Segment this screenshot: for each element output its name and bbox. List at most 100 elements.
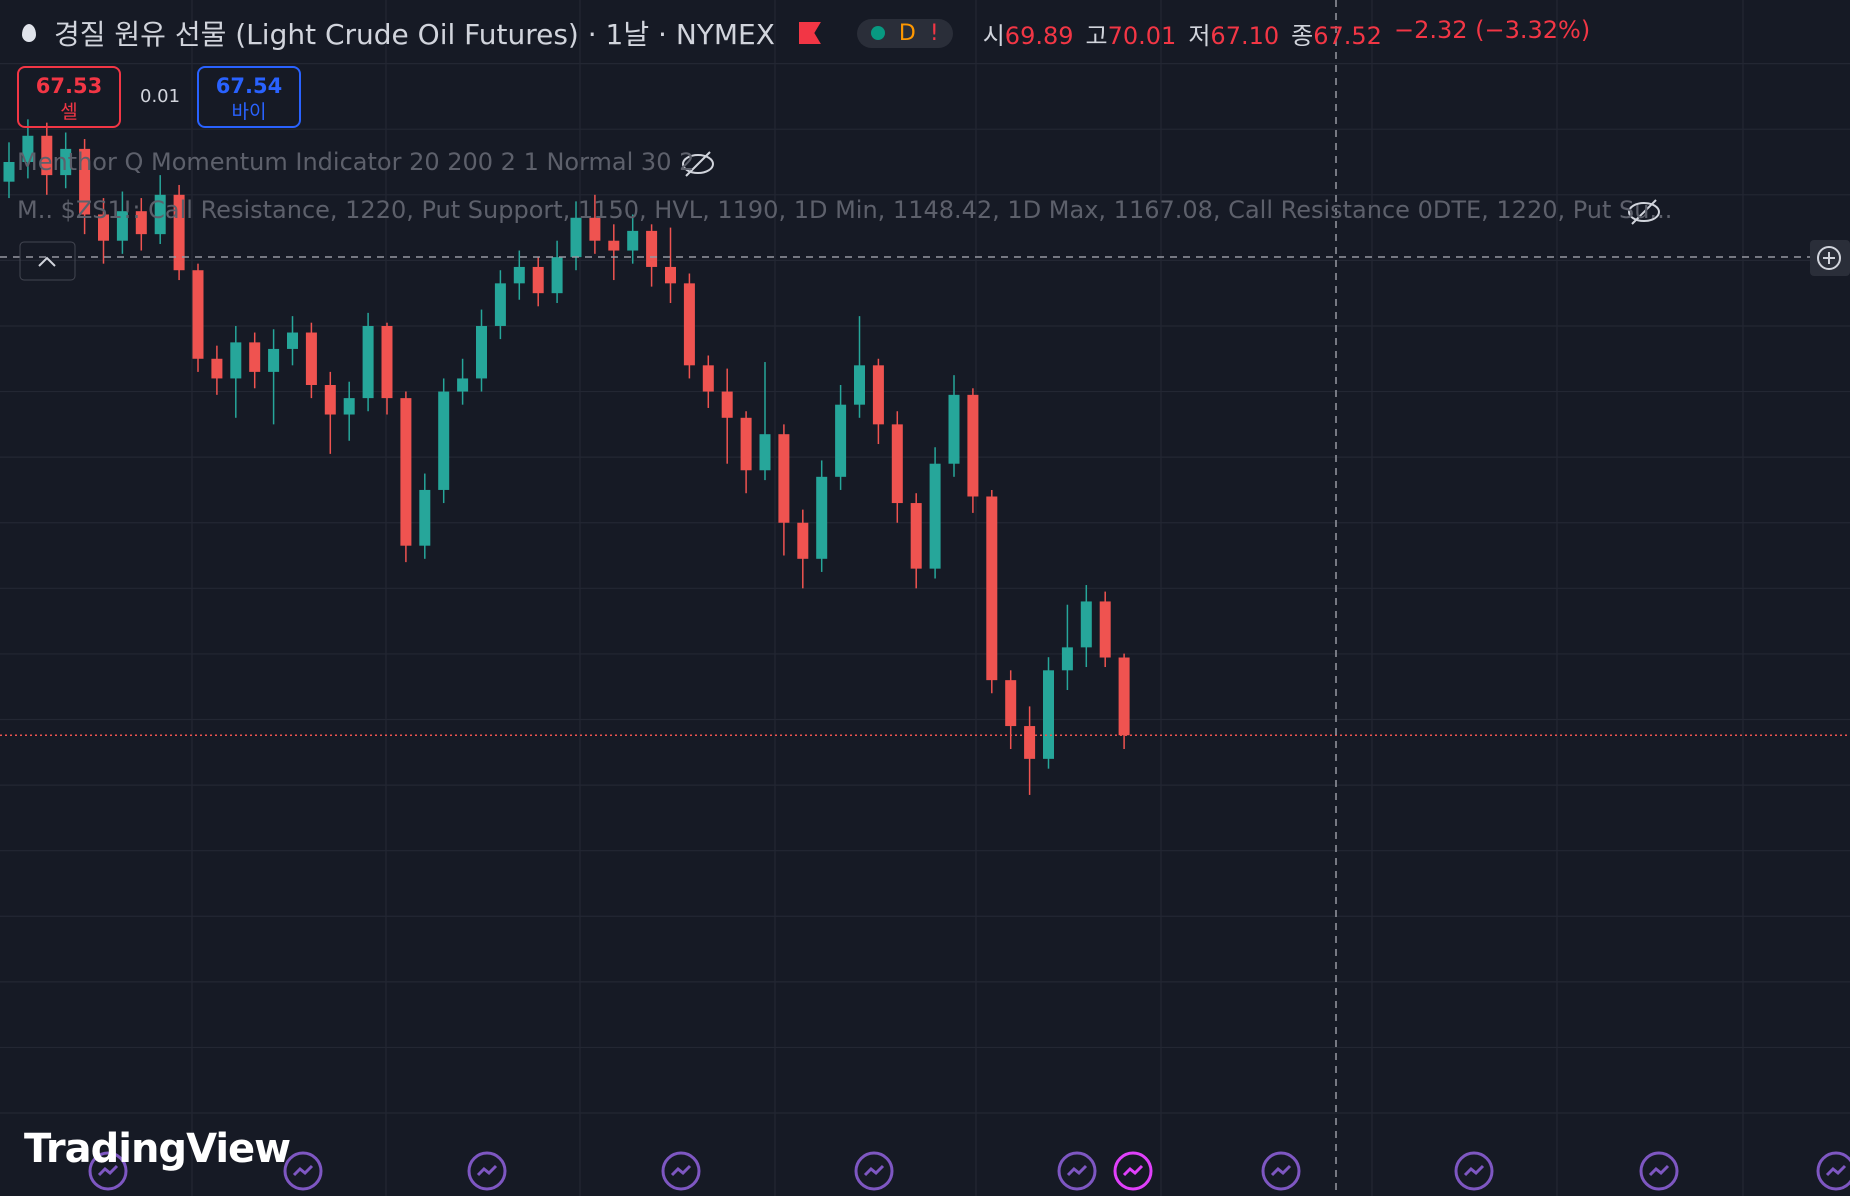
candle-body	[60, 148, 72, 176]
event-glyph	[1463, 1164, 1485, 1177]
hide-icon-slash	[1631, 199, 1657, 225]
candle-body	[532, 266, 544, 294]
candle-body	[192, 270, 204, 359]
candle-body	[948, 394, 960, 464]
event-icon[interactable]	[88, 1151, 128, 1191]
flag-icon[interactable]	[798, 22, 821, 44]
ohlc-value: 67.52	[1313, 21, 1382, 50]
hide-icon[interactable]	[682, 154, 714, 174]
change: −2.32 (−3.32%)	[1393, 15, 1591, 44]
event-glyph	[97, 1164, 119, 1177]
event-icon[interactable]	[467, 1151, 507, 1191]
candle-body	[287, 332, 298, 349]
header: 경질 원유 선물 (Light Crude Oil Futures) · 1날 …	[22, 12, 1590, 54]
hide-icon-slash	[685, 151, 711, 177]
event-glyph	[476, 1164, 498, 1177]
candle-body	[22, 135, 34, 163]
candle-body	[1024, 726, 1036, 759]
add-icon-plus	[1823, 252, 1835, 264]
ohlc: 시69.89 고70.01 저67.10 종67.52 −2.32 (−3.32…	[983, 16, 1591, 51]
candle-body	[305, 332, 317, 386]
spread: 0.01	[140, 86, 181, 107]
symbol-icon	[22, 24, 36, 42]
candle-body	[3, 162, 15, 182]
candle-body	[589, 217, 601, 241]
candle-body	[419, 489, 431, 546]
event-glyph	[1270, 1164, 1292, 1177]
ohlc-key: 저	[1188, 21, 1211, 50]
ohlc-value: 67.10	[1210, 21, 1280, 50]
candle-body	[778, 434, 790, 523]
candle-body	[211, 358, 223, 379]
candle-body	[986, 496, 998, 681]
candle-body	[362, 325, 374, 399]
event-icon[interactable]	[1113, 1151, 1153, 1191]
event-icon[interactable]	[661, 1151, 701, 1191]
event-glyph	[1066, 1164, 1088, 1177]
candle-body	[702, 365, 714, 392]
collapse-button[interactable]	[19, 241, 76, 281]
buy-button[interactable]: 67.54 바이	[197, 66, 301, 128]
event-icon[interactable]	[1057, 1151, 1097, 1191]
candle-body	[721, 391, 733, 418]
ohlc-value: 69.89	[1004, 21, 1074, 50]
candle-body	[929, 463, 941, 569]
candle-body	[1005, 680, 1017, 727]
sell-label: 셀	[60, 101, 78, 123]
candle-body	[79, 148, 91, 215]
hide-icon[interactable]	[1628, 202, 1660, 222]
candle-body	[1118, 657, 1130, 736]
collapse-icon	[38, 256, 56, 267]
candle-body	[400, 398, 412, 546]
status-pill[interactable]: D !	[856, 18, 953, 48]
candle-body	[835, 404, 847, 477]
event-icons	[88, 1151, 1850, 1191]
candle-body	[551, 257, 563, 294]
chart-title: 경질 원유 선물 (Light Crude Oil Futures) · 1날 …	[54, 18, 775, 51]
event-glyph	[292, 1164, 314, 1177]
candle-body	[1099, 601, 1111, 658]
candle-body	[494, 283, 506, 326]
add-icon[interactable]	[1817, 246, 1841, 270]
event-glyph	[1122, 1164, 1144, 1177]
candle-body	[967, 394, 979, 497]
candle-body	[457, 378, 469, 392]
candle-body	[1080, 601, 1092, 648]
candle-body	[98, 214, 109, 241]
event-icon[interactable]	[283, 1151, 323, 1191]
sell-button[interactable]: 67.53 셀	[17, 66, 121, 128]
candle-body	[1061, 647, 1073, 671]
candle-body	[116, 211, 128, 241]
event-icon[interactable]	[1454, 1151, 1494, 1191]
eye-icons	[682, 151, 1660, 225]
ohlc-key: 고	[1085, 21, 1108, 50]
indicator-legend[interactable]: M.. $ZS1!: Call Resistance, 1220, Put Su…	[17, 196, 1673, 224]
buy-price: 67.54	[215, 74, 283, 98]
candle-body	[646, 230, 658, 267]
status-dot	[870, 26, 885, 40]
candle-body	[513, 266, 525, 284]
candle-body	[381, 325, 393, 399]
event-icon[interactable]	[1639, 1151, 1679, 1191]
candle-body	[438, 391, 450, 490]
candle-body	[41, 135, 53, 176]
sell-price: 67.53	[35, 74, 103, 98]
buy-label: 바이	[231, 101, 267, 123]
candle-body	[910, 503, 922, 569]
ohlc-key: 시	[982, 21, 1005, 50]
event-icon[interactable]	[854, 1151, 894, 1191]
candle-body	[135, 211, 147, 235]
status-alert: !	[929, 20, 939, 46]
candle-body	[816, 476, 828, 559]
indicator-legend[interactable]: Menthor Q Momentum Indicator 20 200 2 1 …	[17, 148, 695, 176]
event-icon[interactable]	[1261, 1151, 1301, 1191]
candle-body	[891, 424, 903, 504]
event-icon[interactable]	[1816, 1151, 1850, 1191]
candle-body	[759, 434, 771, 471]
candle-body	[1043, 670, 1054, 759]
event-glyph	[1648, 1164, 1670, 1177]
candle-body	[173, 194, 185, 271]
